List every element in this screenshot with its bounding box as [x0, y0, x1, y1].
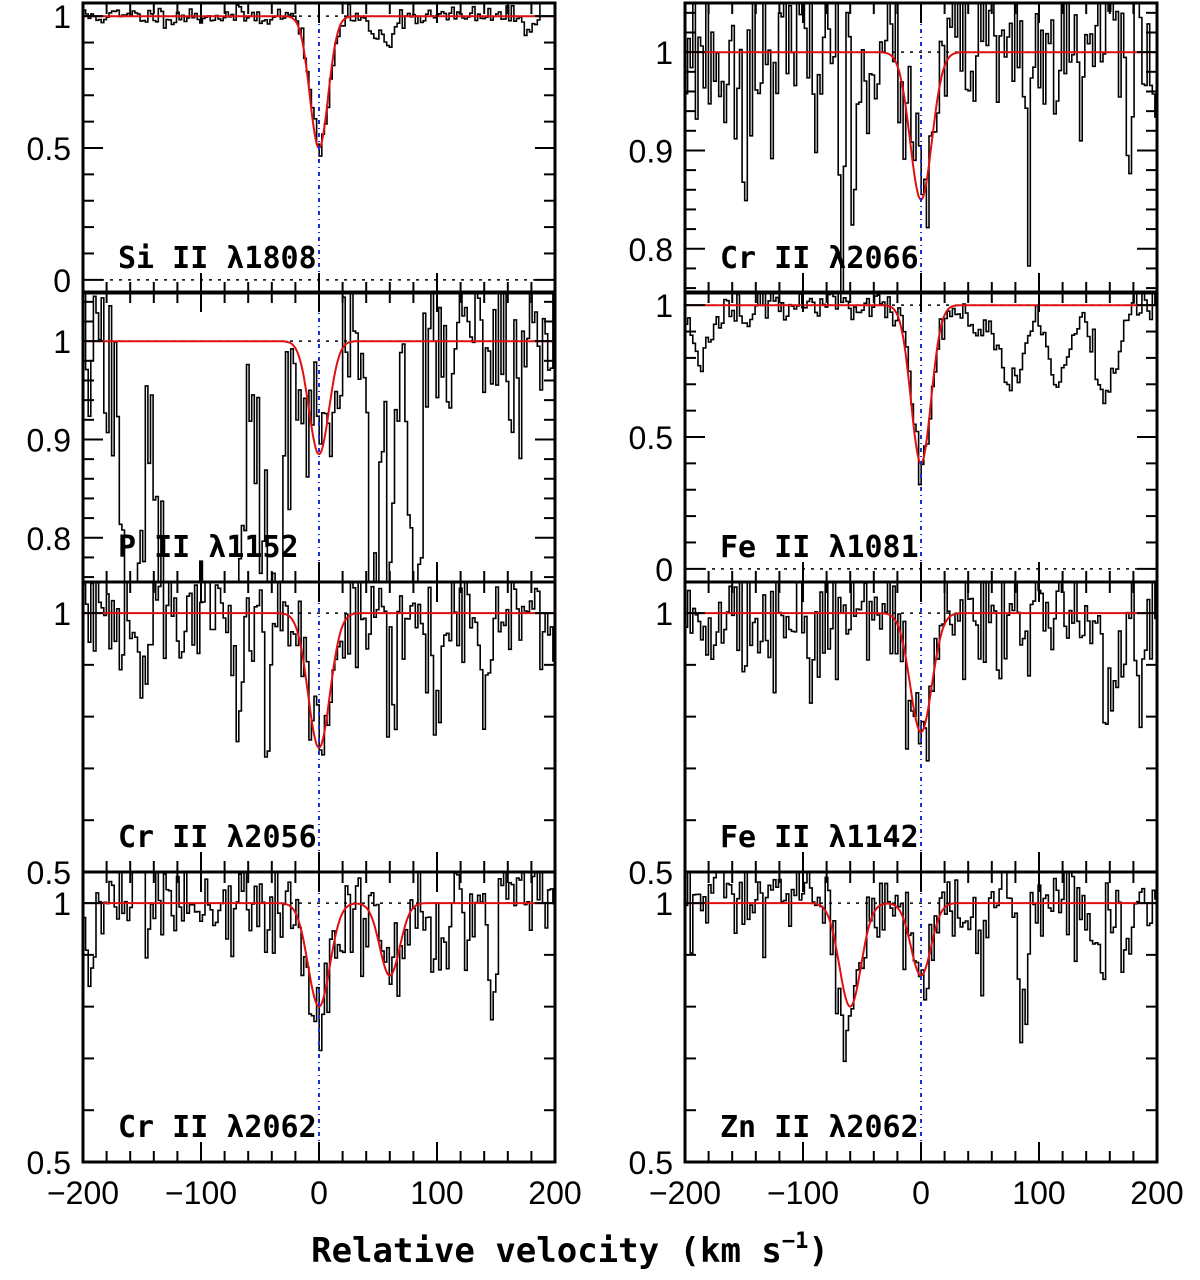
panel-label: Cr II λ2056 [118, 820, 317, 855]
y-tick-label: 1 [53, 324, 71, 360]
x-axis-title-main: Relative velocity (km s [311, 1231, 782, 1271]
y-tick-label: 0.5 [629, 855, 673, 891]
panel-p2-1152: 0.8 0.9 1 P II λ1152 [27, 290, 557, 584]
panel-label: P II λ1152 [118, 530, 299, 565]
fit-profile [83, 612, 555, 749]
y-tick-label: 1 [53, 886, 71, 922]
x-tick-label: −100 [767, 1175, 839, 1211]
fit-profile [685, 612, 1157, 734]
panel-zn2-2062: 0.5 1 −200 −100 0 100 200 Zn II λ2062 [629, 870, 1184, 1211]
y-tick-label: 1 [53, 596, 71, 632]
observed-spectrum [685, 3, 1157, 293]
y-tick-label: 1 [655, 596, 673, 632]
panel-label: Cr II λ2062 [118, 1110, 317, 1145]
x-tick-label: −100 [165, 1175, 237, 1211]
y-tick-label: 1 [655, 886, 673, 922]
y-tick-label: 1 [655, 35, 673, 71]
panel-si2-1808: 0 0.5 1 Si II λ1808 [27, 0, 557, 299]
y-tick-label: 0.8 [27, 521, 71, 557]
y-tick-label: 1 [655, 288, 673, 324]
fit-profile [83, 902, 555, 1008]
y-tick-label: 0 [53, 263, 71, 299]
y-tick-label: 0 [655, 552, 673, 588]
x-tick-label: 100 [410, 1175, 463, 1211]
y-tick-label: 0.8 [629, 232, 673, 268]
panel-label: Fe II λ1081 [720, 530, 919, 565]
y-tick-label: 0.5 [27, 855, 71, 891]
x-tick-label: 0 [310, 1175, 328, 1211]
panel-label: Si II λ1808 [118, 241, 317, 276]
observed-spectrum [83, 582, 555, 758]
panel-label: Fe II λ1142 [720, 820, 919, 855]
y-tick-label: 0.9 [27, 422, 71, 458]
y-tick-label: 0.5 [27, 131, 71, 167]
x-tick-label: 200 [1130, 1175, 1183, 1211]
y-tick-label: 0.5 [27, 1145, 71, 1181]
fit-profile [685, 902, 1157, 1008]
x-tick-label: 100 [1012, 1175, 1065, 1211]
x-axis-title: Relative velocity (km s−1) [311, 1229, 829, 1271]
panel-cr2-2056: 0.5 1 Cr II λ2056 [27, 580, 557, 891]
x-tick-label: −200 [47, 1175, 119, 1211]
panel-label: Zn II λ2062 [720, 1110, 919, 1145]
y-tick-label: 0.9 [629, 133, 673, 169]
y-tick-label: 0.5 [629, 1145, 673, 1181]
panel-label: Cr II λ2066 [720, 241, 919, 276]
panel-fe2-1081: 0 0.5 1 Fe II λ1081 [629, 288, 1159, 588]
y-tick-label: 0.5 [629, 420, 673, 456]
y-tick-label: 1 [53, 0, 71, 35]
x-axis-title-sup: −1 [782, 1229, 809, 1254]
x-tick-label: 0 [912, 1175, 930, 1211]
panel-cr2-2062: 0.5 1 −200 −100 0 100 200 Cr II λ2062 [27, 870, 582, 1211]
x-axis-title-close: ) [808, 1231, 828, 1271]
observed-spectrum [83, 872, 555, 1052]
panel-cr2-2066: 0.8 0.9 1 Cr II λ2066 [629, 1, 1159, 295]
panel-fe2-1142: 0.5 1 Fe II λ1142 [629, 580, 1159, 891]
observed-spectrum [83, 3, 541, 157]
fit-profile [83, 340, 555, 456]
x-tick-label: 200 [528, 1175, 581, 1211]
x-tick-label: −200 [649, 1175, 721, 1211]
